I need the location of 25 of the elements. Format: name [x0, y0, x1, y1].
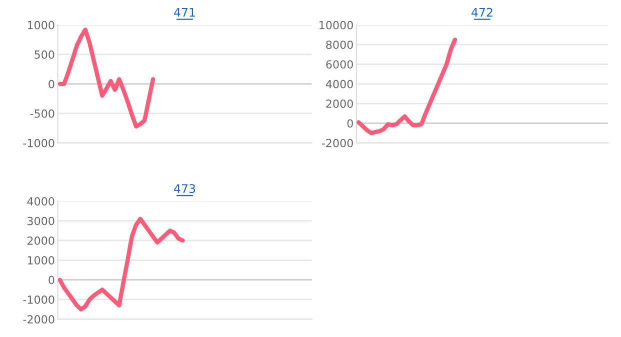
y-tick-label: -1000: [23, 138, 54, 148]
y-tick-label: 6000: [326, 60, 353, 69]
chart-title: 471: [174, 8, 195, 17]
y-tick-label: 0: [48, 276, 54, 284]
y-tick-label: -2000: [322, 138, 353, 148]
y-tick-label: 500: [34, 50, 54, 59]
y-tick-label: 0: [347, 119, 353, 128]
y-tick-label: 2000: [28, 236, 54, 245]
y-tick-label: 10000: [320, 20, 353, 30]
y-tick-label: 8000: [326, 40, 353, 49]
line-series: [356, 38, 458, 136]
chart-title: 472: [472, 8, 492, 17]
y-tick-label: 2000: [326, 100, 353, 108]
y-tick-label: 1000: [28, 20, 54, 30]
y-tick-label: -2000: [23, 315, 54, 324]
y-tick-label: 1000: [28, 256, 54, 265]
y-tick-label: 4000: [27, 197, 54, 206]
chart-title: 473: [174, 184, 196, 194]
line-series: [58, 216, 185, 312]
y-tick-label: -500: [30, 109, 54, 118]
y-tick-label: 0: [48, 80, 54, 88]
line-series: [58, 28, 156, 128]
y-tick-label: 3000: [28, 216, 54, 226]
y-tick-label: -1000: [23, 295, 54, 304]
y-tick-label: 4000: [326, 80, 353, 88]
